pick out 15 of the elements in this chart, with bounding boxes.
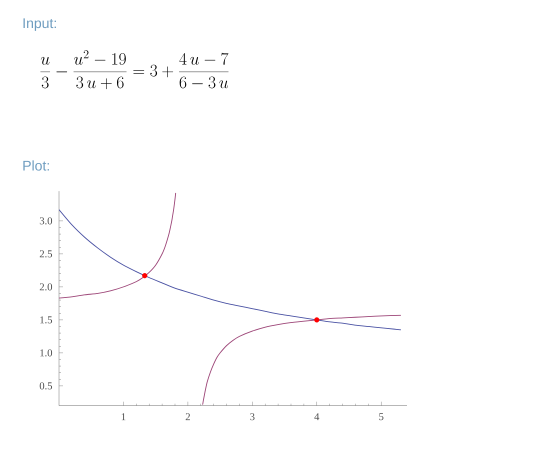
- x-tick-label: 4: [314, 413, 320, 420]
- x-tick-label: 3: [250, 413, 255, 420]
- y-tick-label: 1.0: [40, 349, 52, 356]
- chart-title: $\frac{u}{3}-\frac{u^{2}-19}{3\,u+6}=3+\frac{4\,u-7}{6-3\,u}$: [40, 50, 228, 90]
- y-tick-label: 1.5: [40, 316, 52, 324]
- x-tick-label: 5: [379, 413, 384, 420]
- y-tick-label: 3.0: [40, 217, 52, 224]
- y-tick-label: 2.5: [40, 250, 52, 258]
- text: Input:: [23, 18, 56, 31]
- x-tick-label: 2: [186, 413, 190, 420]
- text: Plot:: [23, 160, 49, 171]
- line-series: [59, 209, 402, 330]
- y-tick-label: 2.0: [40, 283, 52, 290]
- y-tick-label: 0.5: [40, 382, 52, 390]
- x-tick-label: 1: [122, 413, 126, 420]
